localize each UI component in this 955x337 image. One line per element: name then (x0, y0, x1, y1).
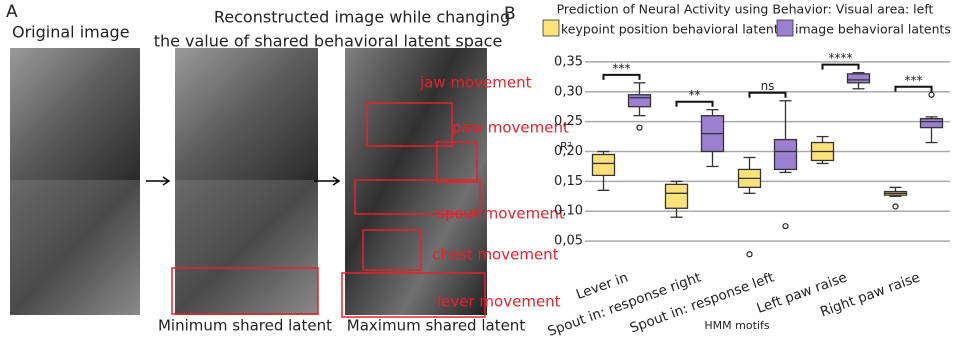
image-title: Reconstructed image while changing (214, 8, 510, 27)
x-axis-label: HMM motifs (704, 319, 769, 332)
image (175, 48, 318, 180)
region-label: lever movement (437, 293, 561, 311)
region-label: chest movement (432, 246, 559, 264)
image (10, 48, 140, 180)
y-tick-label: 0,20 (554, 144, 583, 159)
y-tick-label: 0,15 (554, 174, 583, 189)
box (846, 73, 871, 84)
image (175, 180, 318, 315)
box (919, 118, 944, 129)
caption: Maximum shared latent (347, 317, 526, 335)
outlier (746, 251, 753, 258)
outlier (636, 124, 643, 131)
box (591, 153, 616, 177)
significance-bracket (602, 73, 641, 80)
significance-bracket (675, 100, 714, 107)
box (627, 94, 652, 108)
legend-swatch (542, 19, 560, 37)
image (10, 180, 140, 315)
y-tick-label: 0,30 (554, 84, 583, 99)
box (773, 138, 798, 171)
significance-label: *** (613, 61, 631, 75)
significance-label: ns (761, 79, 775, 93)
panel-label: A (6, 2, 18, 22)
image-title: the value of shared behavioral latent sp… (154, 32, 503, 51)
region-box (171, 102, 486, 318)
legend-label: image behavioral latents (795, 22, 951, 37)
y-tick-label: 0,25 (554, 114, 583, 129)
significance-bracket (748, 91, 787, 98)
box (664, 183, 689, 209)
chart-title: Prediction of Neural Activity using Beha… (557, 2, 934, 17)
arrow (146, 176, 341, 186)
significance-bracket (894, 85, 933, 92)
outlier (892, 203, 899, 210)
image-title: Original image (12, 23, 130, 42)
panel-b: B Prediction of Neural Activity using Beh… (504, 2, 951, 337)
y-tick-label: 0,05 (554, 234, 583, 249)
y-tick-label: 0,10 (554, 204, 583, 219)
region-label: jaw movement (419, 74, 532, 92)
outlier (928, 91, 935, 98)
region-label: spout movement (437, 205, 565, 223)
panel-label: B (504, 4, 516, 24)
significance-label: *** (905, 73, 923, 87)
y-tick-label: 0,35 (554, 54, 583, 69)
significance-label: ** (689, 88, 701, 102)
caption: Minimum shared latent (158, 317, 332, 335)
y-axis-label: R² (560, 140, 572, 153)
panel-a: A Original image Reconstructed image whi… (6, 2, 569, 335)
significance-label: **** (829, 51, 853, 65)
significance-bracket (821, 63, 860, 70)
legend-label: keypoint position behavioral latents (561, 22, 785, 37)
region-label: paw movement (452, 119, 569, 137)
legend-swatch (776, 19, 794, 37)
outlier (782, 223, 789, 230)
